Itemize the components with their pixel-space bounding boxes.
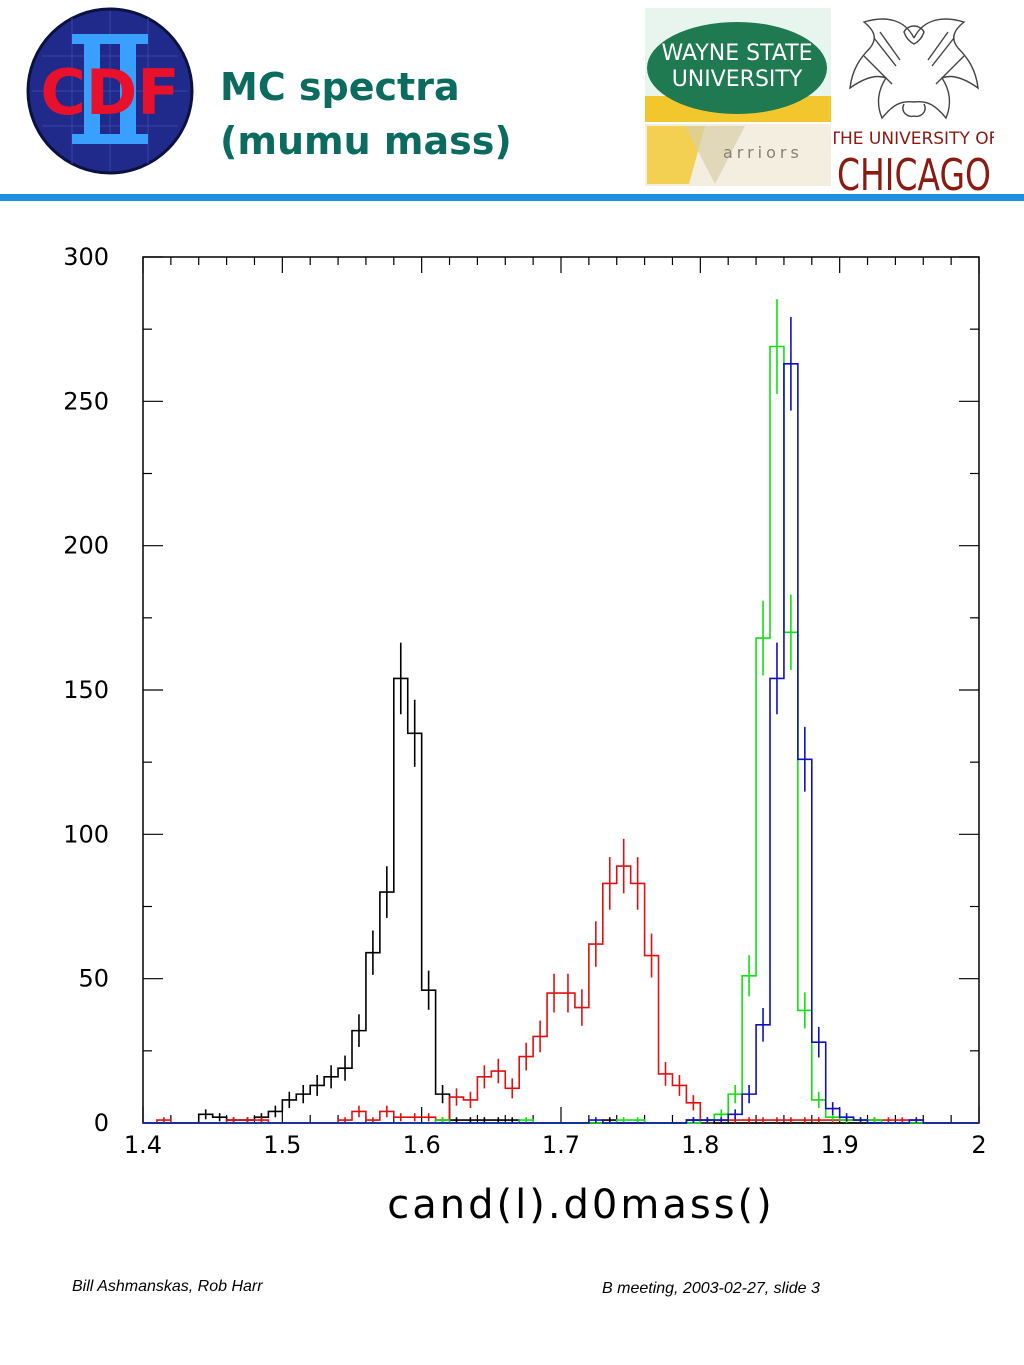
x-tick-label: 1.9 [821,1131,859,1159]
series-line-2 [143,345,979,1124]
x-tick-label: 1.6 [403,1131,441,1159]
slide-title: MC spectra (mumu mass) [220,60,620,168]
chicago-line-2: CHICAGO [837,150,991,194]
y-tick-label: 0 [94,1109,109,1137]
x-tick-label: 1.4 [124,1131,162,1159]
cdf-logo-text: CDF [40,56,179,129]
chicago-logo: THE UNIVERSITY OF CHICAGO [834,18,994,194]
x-tick-label: 1.8 [681,1131,719,1159]
wayne-state-line-1: WAYNE STATE [661,41,812,66]
wayne-state-tagline: arriors [723,143,803,162]
y-tick-label: 200 [63,532,109,560]
histogram-chart: 1.4 1.5 1.6 1.7 1.8 1.9 2 0 50 100 150 200 250 300 can… [63,243,986,1228]
phoenix-icon [849,18,979,120]
header-divider [0,194,1024,201]
x-tick-label: 2 [971,1131,986,1159]
wayne-state-line-2: UNIVERSITY [672,67,803,92]
series-line-3 [143,363,979,1124]
chicago-line-1: THE UNIVERSITY OF [834,129,994,149]
x-tick-label: 1.5 [263,1131,301,1159]
chart-series [143,299,979,1124]
footer-meeting-info: B meeting, 2003-02-27, slide 3 [602,1280,820,1297]
cdf-logo: CDF [26,7,194,175]
footer-authors: Bill Ashmanskas, Rob Harr [72,1278,263,1295]
wayne-state-logo: WAYNE STATE UNIVERSITY arriors [645,8,831,186]
y-tick-label: 100 [63,820,109,848]
y-tick-label: 300 [63,243,109,271]
title-line-2: (mumu mass) [220,119,512,163]
y-tick-label: 150 [63,676,109,704]
y-tick-label: 50 [78,965,109,993]
y-tick-label: 250 [63,387,109,415]
title-line-1: MC spectra [220,65,460,109]
chart-labels: 1.4 1.5 1.6 1.7 1.8 1.9 2 0 50 100 150 200 250 300 can… [63,243,986,1228]
series-line-1 [143,865,979,1124]
x-tick-label: 1.7 [542,1131,580,1159]
x-axis-label: cand(l).d0mass() [387,1182,775,1228]
series-line-0 [143,677,979,1124]
